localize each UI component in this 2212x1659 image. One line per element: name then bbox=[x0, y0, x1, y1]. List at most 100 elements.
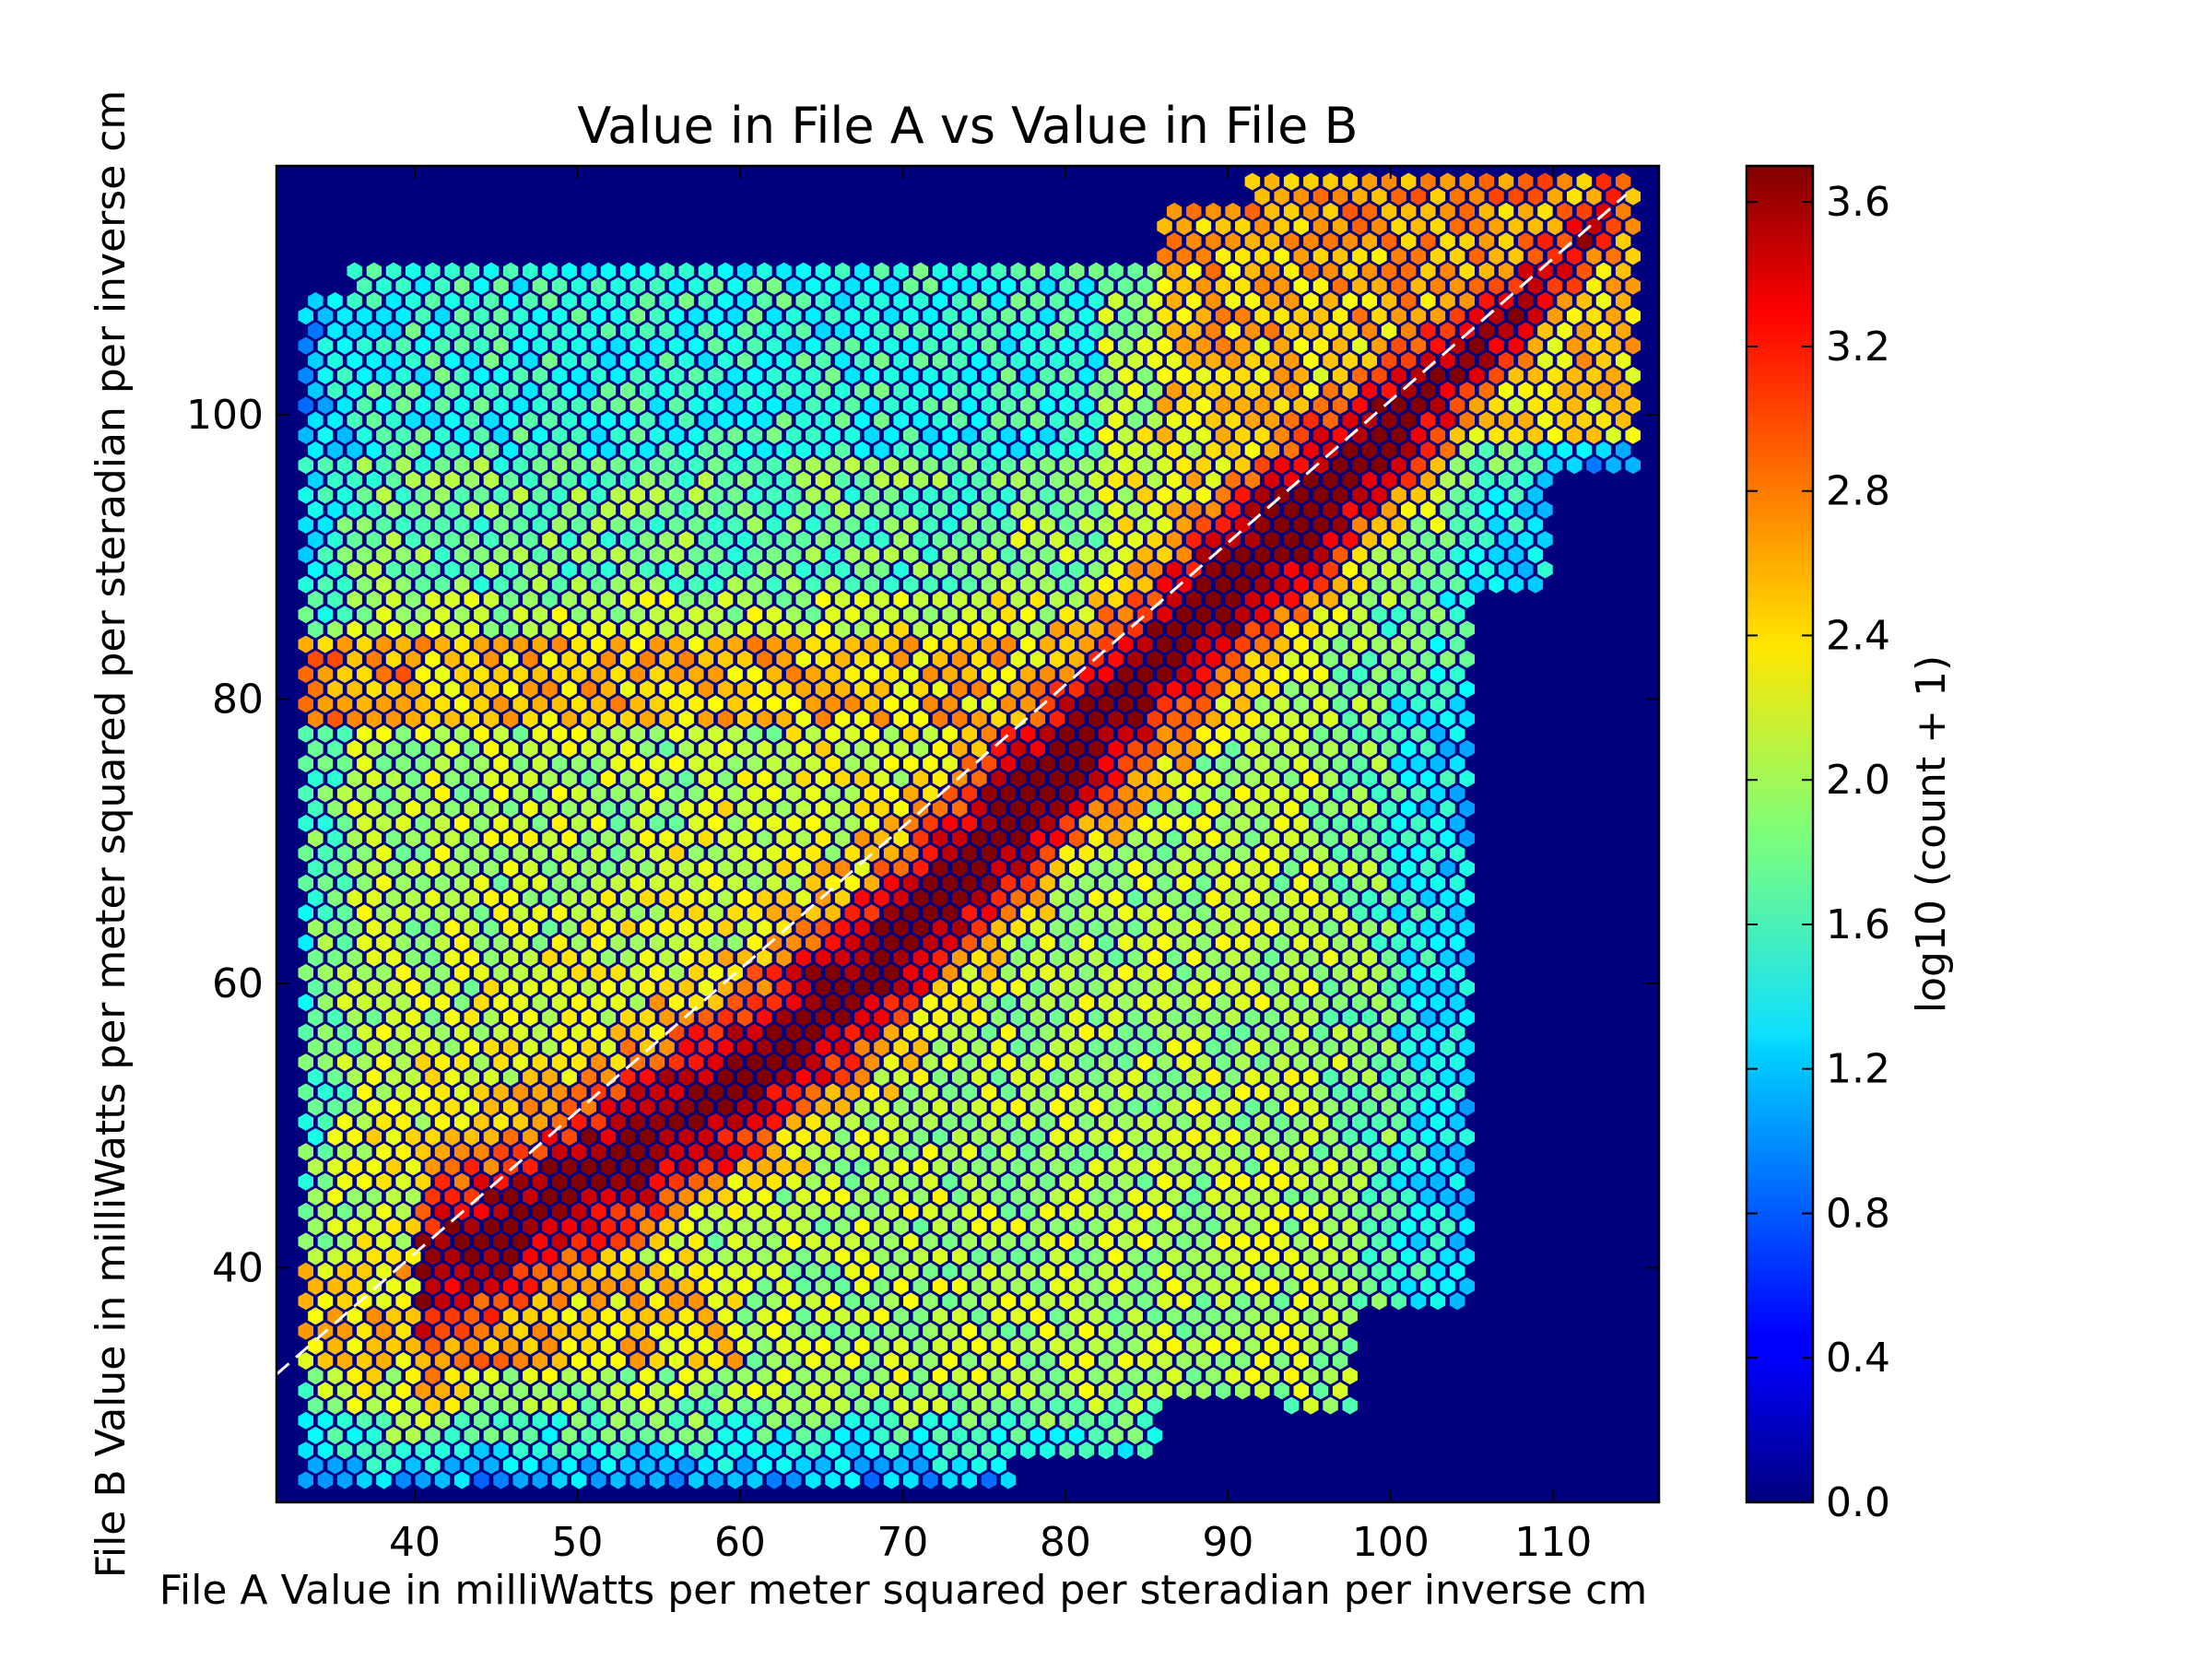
hex-cell bbox=[532, 695, 548, 713]
hex-cell bbox=[523, 1068, 538, 1087]
hex-cell bbox=[893, 680, 909, 699]
hex-cell bbox=[474, 1352, 489, 1370]
hex-cell bbox=[981, 1172, 997, 1191]
hex-cell bbox=[1264, 500, 1280, 519]
hex-cell bbox=[1440, 888, 1455, 907]
hex-cell bbox=[678, 351, 694, 370]
hex-cell bbox=[1371, 814, 1387, 832]
hex-cell bbox=[512, 934, 528, 952]
hex-cell bbox=[893, 1187, 909, 1206]
hex-cell bbox=[1098, 814, 1114, 832]
hex-cell bbox=[1401, 1068, 1417, 1087]
hex-cell bbox=[806, 1322, 821, 1340]
hex-cell bbox=[737, 859, 753, 877]
hex-cell bbox=[1049, 1277, 1065, 1295]
hex-cell bbox=[1225, 859, 1241, 877]
hex-cell bbox=[1381, 560, 1397, 579]
hex-cell bbox=[1059, 874, 1075, 892]
hex-cell bbox=[698, 500, 714, 519]
hex-cell bbox=[425, 1456, 441, 1475]
hex-cell bbox=[542, 1218, 558, 1236]
hex-cell bbox=[1332, 426, 1348, 444]
hex-cell bbox=[893, 1008, 909, 1027]
hex-cell bbox=[1186, 292, 1202, 310]
hex-cell bbox=[854, 1247, 870, 1265]
hex-cell bbox=[1000, 1382, 1017, 1400]
hex-cell bbox=[1469, 426, 1485, 444]
hex-cell bbox=[806, 1471, 821, 1489]
hex-cell bbox=[1078, 336, 1095, 355]
hex-cell bbox=[757, 799, 772, 818]
hex-cell bbox=[1186, 351, 1202, 370]
hex-cell bbox=[1303, 979, 1319, 997]
hex-cell bbox=[298, 456, 313, 475]
hex-cell bbox=[1283, 262, 1300, 280]
hex-cell bbox=[600, 1396, 617, 1415]
hex-cell bbox=[1332, 1172, 1348, 1191]
hex-cell bbox=[932, 1277, 948, 1295]
hex-cell bbox=[474, 724, 489, 743]
hex-cell bbox=[844, 546, 860, 564]
hex-cell bbox=[1078, 1143, 1095, 1161]
hex-cell bbox=[1166, 859, 1182, 877]
hex-cell bbox=[640, 1456, 655, 1475]
hex-cell bbox=[1459, 591, 1475, 608]
hex-cell bbox=[317, 546, 334, 564]
hex-cell bbox=[581, 1396, 597, 1415]
hex-cell bbox=[1264, 979, 1280, 997]
hex-cell bbox=[395, 904, 411, 923]
hex-cell bbox=[406, 531, 421, 549]
hex-cell bbox=[1010, 830, 1026, 848]
hex-cell bbox=[561, 1008, 577, 1027]
hex-cell bbox=[1303, 471, 1319, 489]
hex-cell bbox=[1469, 247, 1485, 265]
hex-cell bbox=[347, 739, 362, 758]
hex-cell bbox=[502, 591, 519, 608]
hex-cell bbox=[1040, 1382, 1055, 1400]
hex-cell bbox=[1332, 1083, 1348, 1101]
hex-cell bbox=[678, 471, 694, 489]
hex-cell bbox=[825, 635, 841, 653]
hex-cell bbox=[971, 1158, 987, 1176]
hex-cell bbox=[493, 904, 509, 923]
hex-cell bbox=[717, 262, 734, 280]
hex-cell bbox=[1040, 1352, 1055, 1370]
hex-cell bbox=[1000, 1471, 1017, 1489]
hex-cell bbox=[493, 336, 509, 355]
hex-cell bbox=[1264, 620, 1280, 639]
hex-cell bbox=[864, 1172, 880, 1191]
hex-cell bbox=[619, 591, 636, 608]
hex-cell bbox=[357, 904, 372, 923]
hex-cell bbox=[932, 979, 948, 997]
hex-cell bbox=[308, 1247, 324, 1265]
hex-cell bbox=[629, 1352, 645, 1370]
hex-cell bbox=[317, 1262, 334, 1280]
hex-cell bbox=[591, 606, 606, 624]
hex-cell bbox=[1401, 830, 1417, 848]
hex-cell bbox=[1312, 1262, 1329, 1280]
hex-cell bbox=[1293, 1352, 1309, 1370]
hex-cell bbox=[747, 695, 763, 713]
hex-cell bbox=[1147, 1187, 1163, 1206]
hex-cell bbox=[776, 1098, 792, 1116]
hex-cell bbox=[581, 441, 597, 459]
hex-cell bbox=[1166, 1336, 1182, 1355]
hex-cell bbox=[619, 1367, 636, 1385]
hex-cell bbox=[1303, 1247, 1319, 1265]
hex-cell bbox=[385, 1128, 402, 1147]
hex-cell bbox=[1040, 934, 1055, 952]
hex-cell bbox=[757, 710, 772, 728]
hex-cell bbox=[1186, 1277, 1202, 1295]
hex-cell bbox=[1069, 888, 1085, 907]
hex-cell bbox=[1371, 1262, 1387, 1280]
hex-cell bbox=[1147, 292, 1163, 310]
hex-cell bbox=[1342, 471, 1358, 489]
hex-cell bbox=[737, 979, 753, 997]
hex-cell bbox=[785, 1143, 802, 1161]
hex-cell bbox=[1361, 591, 1378, 608]
hex-cell bbox=[357, 1322, 372, 1340]
hex-cell bbox=[668, 575, 685, 594]
hex-cell bbox=[1069, 1427, 1085, 1444]
hex-cell bbox=[903, 665, 919, 683]
hex-cell bbox=[298, 665, 313, 683]
